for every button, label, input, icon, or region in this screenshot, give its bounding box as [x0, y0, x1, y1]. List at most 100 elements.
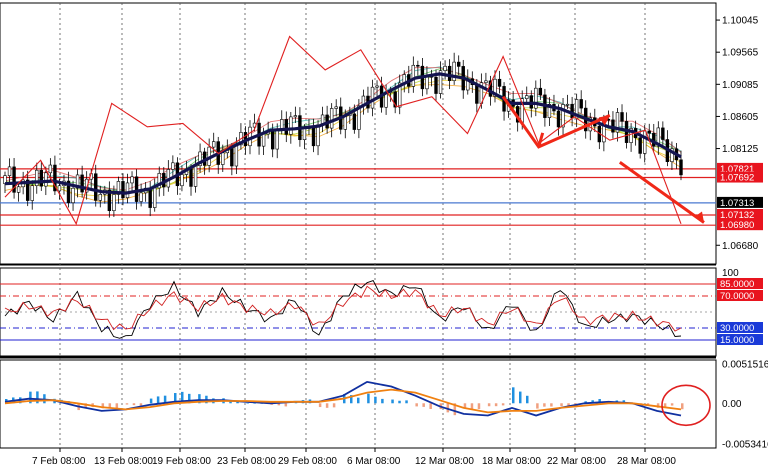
candle-body [130, 176, 134, 184]
price-level-tag-text: 1.07821 [720, 164, 754, 175]
macd-histogram-bar [453, 403, 457, 416]
arrowhead [598, 115, 610, 126]
arrowhead [695, 211, 704, 223]
stochastic-level-tag [717, 322, 763, 333]
macd-histogram-bar [381, 398, 384, 404]
candle-body [289, 116, 293, 135]
candle-body [565, 103, 570, 106]
zigzag-line [4, 35, 682, 226]
macd-histogram-bar [332, 403, 336, 408]
candle-body [357, 105, 361, 130]
macd-histogram-bar [367, 393, 370, 404]
x-axis-label: 23 Feb 08:00 [217, 456, 276, 467]
candle-body [25, 179, 30, 201]
x-axis-label: 19 Feb 08:00 [152, 456, 211, 467]
macd-histogram-bar [519, 391, 522, 404]
candle-body [661, 127, 665, 140]
macd-histogram-bar [149, 398, 153, 404]
candle-body [452, 61, 456, 81]
stochastic-panel [0, 267, 717, 357]
candle-body [534, 87, 538, 109]
x-axis-label: 22 Mar 08:00 [547, 456, 606, 467]
macd-histogram-bar [405, 400, 408, 404]
price-tick-label: 1.09085 [722, 80, 759, 91]
macd-histogram-bar [670, 403, 674, 406]
macd-histogram-bar [29, 391, 32, 404]
macd-histogram-bar [567, 403, 570, 406]
candle-body [193, 165, 198, 187]
candle-body [116, 181, 121, 195]
candle-body [16, 186, 21, 193]
macd-histogram-bar [391, 399, 394, 404]
macd-histogram-bar [188, 393, 191, 404]
candle-body [393, 91, 397, 108]
candle-body [94, 173, 98, 201]
macd-histogram-bar [550, 403, 553, 407]
candle-body [39, 169, 43, 187]
price-tick-label: 1.08605 [722, 112, 759, 123]
candle-body [84, 178, 89, 193]
macd-histogram-bar [181, 391, 184, 404]
price-level-tag-text: 1.06980 [720, 220, 754, 231]
candle-body [66, 180, 71, 204]
candle-body [221, 152, 225, 165]
x-axis-label: 7 Feb 08:00 [32, 456, 86, 467]
candle-body [334, 106, 338, 109]
x-axis-label: 13 Feb 08:00 [94, 456, 153, 467]
candle-body [302, 127, 307, 141]
candle-body [561, 104, 565, 128]
price-tick-label: 1.10045 [722, 16, 759, 27]
candle-body [48, 164, 53, 174]
macd-histogram-bar [132, 403, 136, 406]
macd-histogram-bar [446, 403, 450, 413]
candle-body [311, 127, 316, 147]
candle-body [80, 174, 84, 193]
macd-histogram-bar [163, 395, 167, 404]
price-tick-label: 1.08125 [722, 144, 759, 155]
candle-body [656, 127, 661, 147]
stochastic-line [4, 285, 682, 332]
candle-body [125, 182, 130, 199]
candle-body [234, 144, 239, 167]
candle-body [434, 76, 438, 94]
candle-body [629, 128, 633, 143]
macd-tick-label: 0.0051516 [722, 360, 768, 371]
stochastic-level-tag [717, 278, 763, 289]
macd-histogram-bar [656, 403, 660, 408]
annotation-arrow [618, 161, 705, 224]
macd-histogram-bar [512, 387, 515, 404]
candle-body [647, 130, 651, 134]
macd-histogram-bar [422, 403, 425, 407]
candle-body [398, 82, 402, 108]
candle-body [44, 172, 48, 187]
candle-body [525, 95, 529, 99]
macd-histogram-bar [584, 401, 587, 404]
candle-body [638, 137, 642, 154]
macd-tick-label: -0.0053416 [722, 440, 768, 451]
candle-body [316, 124, 320, 147]
macd-histogram-bar [318, 403, 322, 408]
baseline-moving-average [4, 72, 682, 195]
macd-histogram-bar [646, 403, 650, 405]
macd-histogram-bar [350, 395, 353, 404]
candle-body [57, 185, 62, 192]
candle-body [475, 84, 479, 104]
candle-body [75, 174, 80, 189]
price-tick-label: 1.09565 [722, 48, 759, 59]
candle-body [261, 133, 266, 147]
candle-body [248, 126, 252, 147]
candle-body [352, 113, 357, 130]
macd-histogram-bar [357, 397, 360, 404]
candle-body [643, 130, 647, 154]
candle-body [270, 130, 275, 150]
candle-body [230, 148, 234, 167]
macd-histogram-bar [463, 403, 467, 408]
macd-histogram-bar [398, 400, 401, 404]
macd-histogram-bar [156, 396, 160, 404]
price-level-tag-text: 1.07692 [720, 173, 754, 184]
candle-body [447, 65, 452, 81]
macd-histogram-bar [198, 394, 201, 404]
candle-body [280, 119, 284, 130]
price-level-tag [717, 171, 763, 183]
